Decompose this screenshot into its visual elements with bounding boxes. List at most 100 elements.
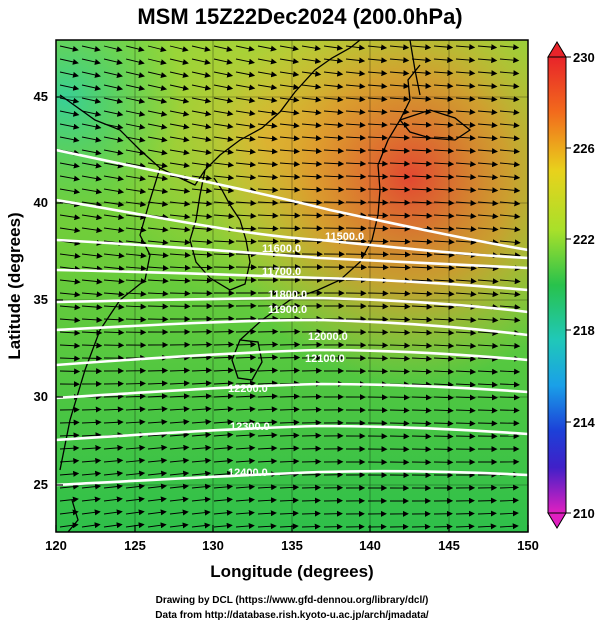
wind-vector bbox=[235, 174, 257, 181]
wind-vector bbox=[81, 522, 101, 529]
wind-vector bbox=[103, 470, 124, 477]
wind-vector bbox=[367, 96, 388, 103]
wind-vector bbox=[191, 251, 213, 258]
wind-vector bbox=[257, 45, 277, 52]
wind-vector bbox=[191, 444, 212, 451]
wind-vector bbox=[477, 420, 498, 427]
wind-vector bbox=[499, 317, 521, 324]
wind-vector bbox=[81, 470, 102, 477]
wind-vector bbox=[103, 406, 124, 413]
wind-vector bbox=[257, 380, 278, 387]
wind-vector bbox=[147, 470, 168, 477]
wind-vector bbox=[499, 213, 521, 220]
wind-vector bbox=[301, 199, 323, 206]
wind-vector bbox=[411, 251, 433, 258]
wind-vector bbox=[59, 342, 81, 349]
wind-vector bbox=[367, 147, 389, 154]
wind-vector bbox=[389, 44, 410, 51]
wind-vector bbox=[477, 135, 498, 142]
x-tick-label: 150 bbox=[517, 538, 539, 553]
wind-vector bbox=[81, 97, 102, 104]
wind-vector bbox=[499, 226, 521, 233]
wind-vector bbox=[191, 84, 212, 91]
wind-vector bbox=[257, 225, 279, 232]
wind-vector bbox=[169, 470, 190, 477]
wind-vector bbox=[411, 433, 432, 440]
wind-vector bbox=[59, 470, 80, 477]
wind-vector bbox=[455, 121, 476, 128]
wind-vector bbox=[389, 199, 411, 206]
wind-vector bbox=[59, 304, 81, 311]
wind-vector bbox=[301, 523, 321, 530]
wind-vector bbox=[257, 122, 278, 129]
wind-vector bbox=[81, 201, 103, 208]
wind-vector bbox=[301, 148, 322, 155]
wind-vector bbox=[169, 136, 190, 143]
coastline-sakhalin bbox=[409, 40, 421, 96]
wind-vector bbox=[257, 445, 278, 452]
wind-vector bbox=[81, 188, 103, 195]
wind-vector bbox=[103, 201, 125, 208]
wind-vector bbox=[389, 160, 411, 167]
wind-vector bbox=[499, 497, 519, 504]
wind-vector bbox=[279, 523, 299, 530]
wind-vector bbox=[59, 58, 79, 65]
colorbar-bottom-arrow bbox=[547, 512, 567, 529]
wind-vector bbox=[125, 201, 147, 208]
wind-vector bbox=[367, 108, 388, 115]
wind-vector bbox=[411, 381, 432, 388]
x-tick-label: 135 bbox=[281, 538, 303, 553]
wind-vector bbox=[257, 523, 277, 530]
wind-vector bbox=[235, 483, 256, 490]
wind-vector bbox=[213, 187, 235, 194]
wind-vector bbox=[345, 96, 366, 103]
wind-vector bbox=[323, 109, 344, 116]
wind-vector bbox=[455, 407, 476, 414]
wind-vector bbox=[257, 497, 277, 504]
wind-vector bbox=[147, 175, 169, 182]
wind-vector bbox=[433, 82, 454, 89]
wind-vector bbox=[191, 213, 213, 220]
wind-vector bbox=[235, 110, 256, 117]
wind-vector bbox=[411, 277, 433, 284]
wind-vector bbox=[323, 186, 345, 193]
wind-vector bbox=[125, 45, 145, 53]
wind-vector bbox=[345, 134, 366, 141]
wind-vector bbox=[411, 95, 432, 102]
wind-vector bbox=[103, 214, 125, 221]
wind-vector bbox=[367, 173, 389, 180]
wind-vector bbox=[345, 147, 367, 154]
wind-vector bbox=[323, 44, 344, 51]
wind-vector bbox=[455, 57, 476, 64]
wind-vector bbox=[411, 70, 432, 77]
wind-vector bbox=[455, 329, 477, 336]
wind-vector bbox=[191, 187, 213, 194]
wind-vector bbox=[499, 484, 520, 491]
wind-vector bbox=[147, 367, 169, 374]
wind-vector bbox=[81, 304, 103, 311]
wind-vector bbox=[411, 342, 433, 349]
wind-vector bbox=[59, 227, 81, 234]
wind-vector bbox=[477, 317, 499, 324]
wind-vector bbox=[257, 97, 278, 104]
wind-vector bbox=[125, 162, 146, 169]
wind-vector bbox=[433, 381, 454, 388]
wind-vector bbox=[125, 470, 146, 477]
wind-vector bbox=[499, 368, 521, 375]
wind-vector bbox=[213, 213, 235, 220]
wind-vector bbox=[499, 523, 519, 530]
wind-vector bbox=[103, 71, 123, 78]
wind-vector bbox=[191, 200, 213, 207]
wind-vector bbox=[125, 265, 147, 272]
wind-vector bbox=[235, 523, 255, 529]
wind-vector bbox=[147, 162, 168, 169]
wind-vector bbox=[125, 188, 147, 195]
wind-vector bbox=[169, 264, 191, 271]
wind-vector bbox=[213, 431, 234, 438]
wind-vector bbox=[81, 316, 103, 323]
wind-vector bbox=[103, 457, 124, 464]
wind-vector bbox=[477, 187, 499, 194]
wind-vector bbox=[125, 393, 146, 400]
wind-vector bbox=[147, 45, 167, 53]
wind-vector bbox=[499, 70, 520, 77]
